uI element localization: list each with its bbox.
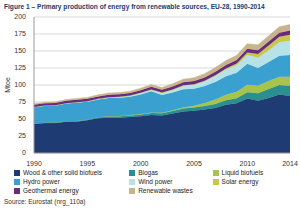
svg-text:0: 0 (22, 149, 26, 156)
html-text:Wood & other solid biofuels: Wood & other solid biofuels (23, 169, 102, 176)
svg-text:50: 50 (18, 115, 26, 122)
svg-text:25: 25 (18, 132, 26, 139)
html-text:Solar energy: Solar energy (221, 178, 259, 185)
html-text:Figure 1 – Primary production: Figure 1 – Primary production of energy … (4, 3, 265, 10)
svg-text:2014: 2014 (282, 160, 292, 167)
svg-text:1995: 1995 (80, 160, 96, 167)
html-text:Renewable wastes: Renewable wastes (138, 187, 193, 194)
svg-text:2010: 2010 (240, 160, 256, 167)
svg-text:125: 125 (14, 64, 26, 71)
html-text:Hydro power: Hydro power (23, 178, 60, 185)
html-text:Geothermal energy: Geothermal energy (23, 187, 79, 194)
svg-text:175: 175 (14, 30, 26, 37)
svg-text:2005: 2005 (186, 160, 202, 167)
html-text:Biogas: Biogas (138, 169, 158, 176)
html-text:Wind power: Wind power (138, 178, 173, 185)
svg-text:150: 150 (14, 47, 26, 54)
svg-text:200: 200 (14, 13, 26, 20)
svg-text:Mtoe: Mtoe (8, 77, 11, 93)
html-text:Source: Eurostat (nrg_110a): Source: Eurostat (nrg_110a) (4, 198, 86, 205)
svg-text:75: 75 (18, 98, 26, 105)
svg-text:100: 100 (14, 81, 26, 88)
html-text:Liquid biofuels: Liquid biofuels (221, 169, 264, 176)
svg-text:2000: 2000 (133, 160, 149, 167)
svg-text:1990: 1990 (26, 160, 42, 167)
